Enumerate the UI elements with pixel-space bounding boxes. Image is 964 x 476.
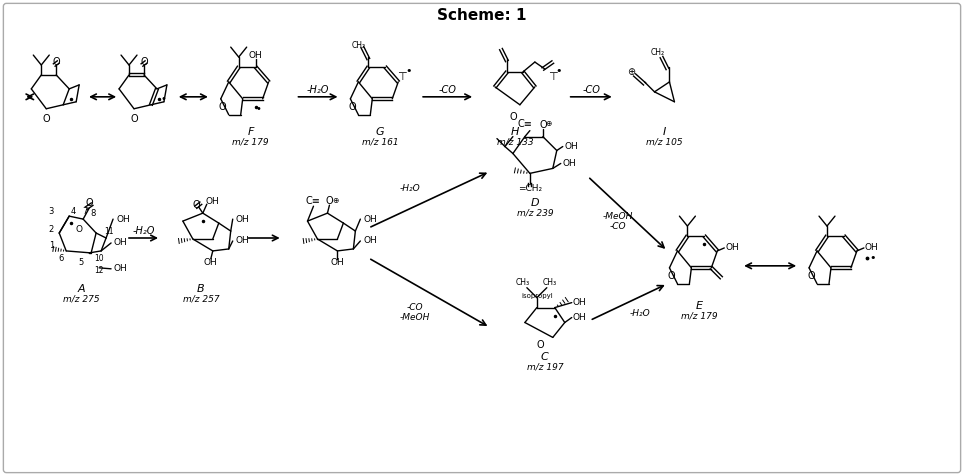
Text: A: A [77, 284, 85, 294]
Text: CH₃: CH₃ [543, 278, 557, 287]
Text: OH: OH [565, 142, 578, 151]
Text: OH: OH [113, 238, 127, 248]
Text: 7: 7 [83, 207, 88, 216]
Text: F: F [248, 127, 254, 137]
Text: ⊤: ⊤ [548, 72, 557, 82]
Text: C≡: C≡ [306, 196, 320, 206]
Text: -MeOH: -MeOH [602, 212, 632, 221]
Text: -H₂O: -H₂O [307, 85, 329, 95]
Text: -CO: -CO [439, 85, 457, 95]
Text: =CH₂: =CH₂ [518, 184, 542, 193]
Text: O: O [140, 57, 147, 67]
Text: C: C [541, 352, 549, 362]
Text: OH: OH [116, 215, 130, 224]
Text: •: • [161, 94, 167, 104]
Text: OH: OH [204, 258, 218, 268]
Text: E: E [696, 301, 703, 311]
Text: •: • [255, 104, 261, 114]
Text: OH: OH [331, 258, 344, 268]
Text: 1: 1 [48, 241, 54, 250]
Text: OH: OH [573, 313, 586, 322]
Text: O: O [52, 57, 60, 67]
Text: 10: 10 [94, 254, 104, 263]
Text: O: O [42, 114, 50, 124]
Text: -H₂O: -H₂O [400, 184, 420, 193]
Text: m/z 105: m/z 105 [646, 137, 683, 146]
Text: OH: OH [563, 159, 576, 168]
Text: OH: OH [236, 215, 250, 224]
Text: •: • [869, 253, 875, 263]
Text: -CO: -CO [582, 85, 601, 95]
Text: D: D [530, 198, 539, 208]
Text: O: O [536, 340, 544, 350]
Text: ⊤: ⊤ [397, 72, 407, 82]
Text: O: O [75, 225, 83, 234]
Text: •: • [405, 66, 412, 76]
Text: ⊕: ⊕ [333, 196, 338, 205]
Text: -MeOH: -MeOH [400, 313, 430, 322]
Text: I: I [663, 127, 666, 137]
Text: 4: 4 [70, 207, 76, 216]
Text: m/z 161: m/z 161 [362, 137, 398, 146]
Text: O: O [192, 200, 200, 210]
Text: -CO: -CO [609, 221, 626, 230]
Text: m/z 133: m/z 133 [496, 137, 533, 146]
Text: 2: 2 [48, 225, 54, 234]
Text: O: O [349, 102, 356, 112]
Text: m/z 275: m/z 275 [63, 294, 99, 303]
Text: -H₂O: -H₂O [629, 309, 650, 318]
Text: -H₂O: -H₂O [132, 226, 154, 236]
Text: C≡: C≡ [518, 119, 533, 129]
Text: •: • [555, 66, 562, 76]
Text: 12: 12 [94, 266, 104, 275]
Text: m/z 257: m/z 257 [182, 294, 219, 303]
Text: 6: 6 [59, 254, 64, 263]
Text: m/z 179: m/z 179 [232, 137, 269, 146]
Text: O: O [668, 271, 675, 281]
Text: B: B [197, 284, 204, 294]
Text: -CO: -CO [407, 303, 423, 312]
Text: OH: OH [865, 243, 878, 252]
Text: m/z 179: m/z 179 [681, 311, 717, 320]
Text: OH: OH [205, 197, 220, 206]
Text: CH₂: CH₂ [651, 48, 664, 57]
Text: O: O [509, 112, 517, 122]
Text: ⊕: ⊕ [628, 67, 635, 77]
Text: OH: OH [573, 298, 586, 307]
Text: O: O [219, 102, 227, 112]
Text: 8: 8 [91, 208, 95, 218]
Text: 5: 5 [78, 258, 84, 268]
Text: 3: 3 [48, 207, 54, 216]
Text: OH: OH [725, 243, 739, 252]
Text: O: O [130, 114, 138, 124]
Text: OH: OH [249, 50, 262, 60]
Text: OH: OH [363, 215, 377, 224]
FancyBboxPatch shape [4, 3, 960, 473]
Text: O: O [539, 119, 547, 129]
Text: m/z 197: m/z 197 [526, 363, 563, 372]
Text: CH₂: CH₂ [351, 40, 365, 50]
Text: isopropyl: isopropyl [521, 293, 552, 298]
Text: O: O [807, 271, 815, 281]
Text: H: H [511, 127, 519, 137]
Text: O: O [326, 196, 334, 206]
Text: G: G [376, 127, 385, 137]
Text: OH: OH [236, 237, 250, 246]
Text: OH: OH [113, 264, 127, 273]
Text: ⊕: ⊕ [546, 119, 552, 128]
Text: Scheme: 1: Scheme: 1 [438, 8, 526, 23]
Text: O: O [86, 198, 93, 208]
Text: OH: OH [363, 237, 377, 246]
Text: 11: 11 [104, 227, 114, 236]
Text: m/z 239: m/z 239 [517, 208, 553, 218]
Text: CH₃: CH₃ [516, 278, 530, 287]
